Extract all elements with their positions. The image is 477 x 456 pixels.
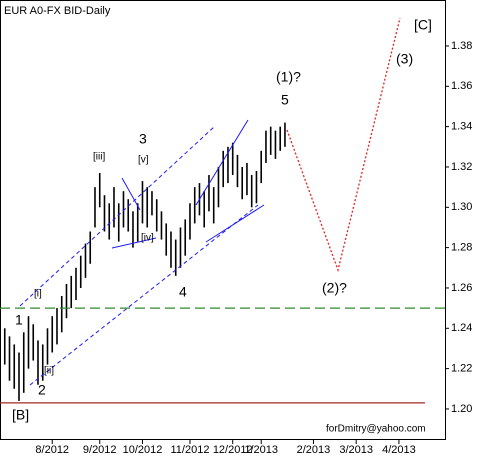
- annotation: 4: [179, 284, 187, 300]
- x-tick-label: 11/2012: [170, 444, 209, 456]
- annotation: 2: [38, 382, 46, 398]
- x-tick-label: 1/2013: [244, 444, 278, 456]
- x-tick-label: 3/2013: [339, 444, 373, 456]
- annotation: 1: [15, 312, 23, 328]
- y-tick-label: 1.28: [451, 242, 472, 254]
- annotation: [iv]: [141, 233, 154, 244]
- channel-lines: [19, 119, 265, 386]
- y-tick-label: 1.36: [451, 80, 472, 92]
- x-tick-label: 10/2012: [123, 444, 163, 456]
- projection: [286, 17, 401, 273]
- y-tick-label: 1.32: [451, 161, 472, 173]
- y-tick-label: 1.24: [451, 322, 472, 334]
- annotation: [ii]: [44, 366, 54, 377]
- y-tick-label: 1.38: [451, 40, 472, 52]
- x-tick-label: 9/2012: [83, 444, 117, 456]
- annotation: [v]: [138, 155, 149, 166]
- annotation: 5: [281, 92, 289, 108]
- annotation: [iii]: [93, 152, 105, 163]
- y-tick-label: 1.30: [451, 201, 472, 213]
- x-tick-label: 8/2012: [35, 444, 69, 456]
- credit: forDmitry@yahoo.com: [326, 424, 426, 435]
- x-tick-label: 4/2013: [382, 444, 416, 456]
- y-tick-label: 1.22: [451, 363, 472, 375]
- chart-title: EUR A0-FX BID-Daily: [4, 5, 111, 17]
- annotation: (1)?: [276, 69, 301, 85]
- y-tick-label: 1.34: [451, 121, 472, 133]
- annotation: (3): [396, 51, 413, 67]
- annotation: [B]: [12, 407, 29, 423]
- plot-frame: [0, 0, 446, 440]
- annotation: (2)?: [322, 280, 347, 296]
- annotation: [i]: [34, 289, 42, 300]
- annotation: [C]: [414, 17, 432, 33]
- y-tick-label: 1.26: [451, 282, 472, 294]
- x-tick-label: 2/2013: [297, 444, 331, 456]
- x-tick-label: 12/2012: [213, 444, 253, 456]
- y-tick-label: 1.20: [451, 403, 472, 415]
- annotation: 3: [139, 131, 147, 147]
